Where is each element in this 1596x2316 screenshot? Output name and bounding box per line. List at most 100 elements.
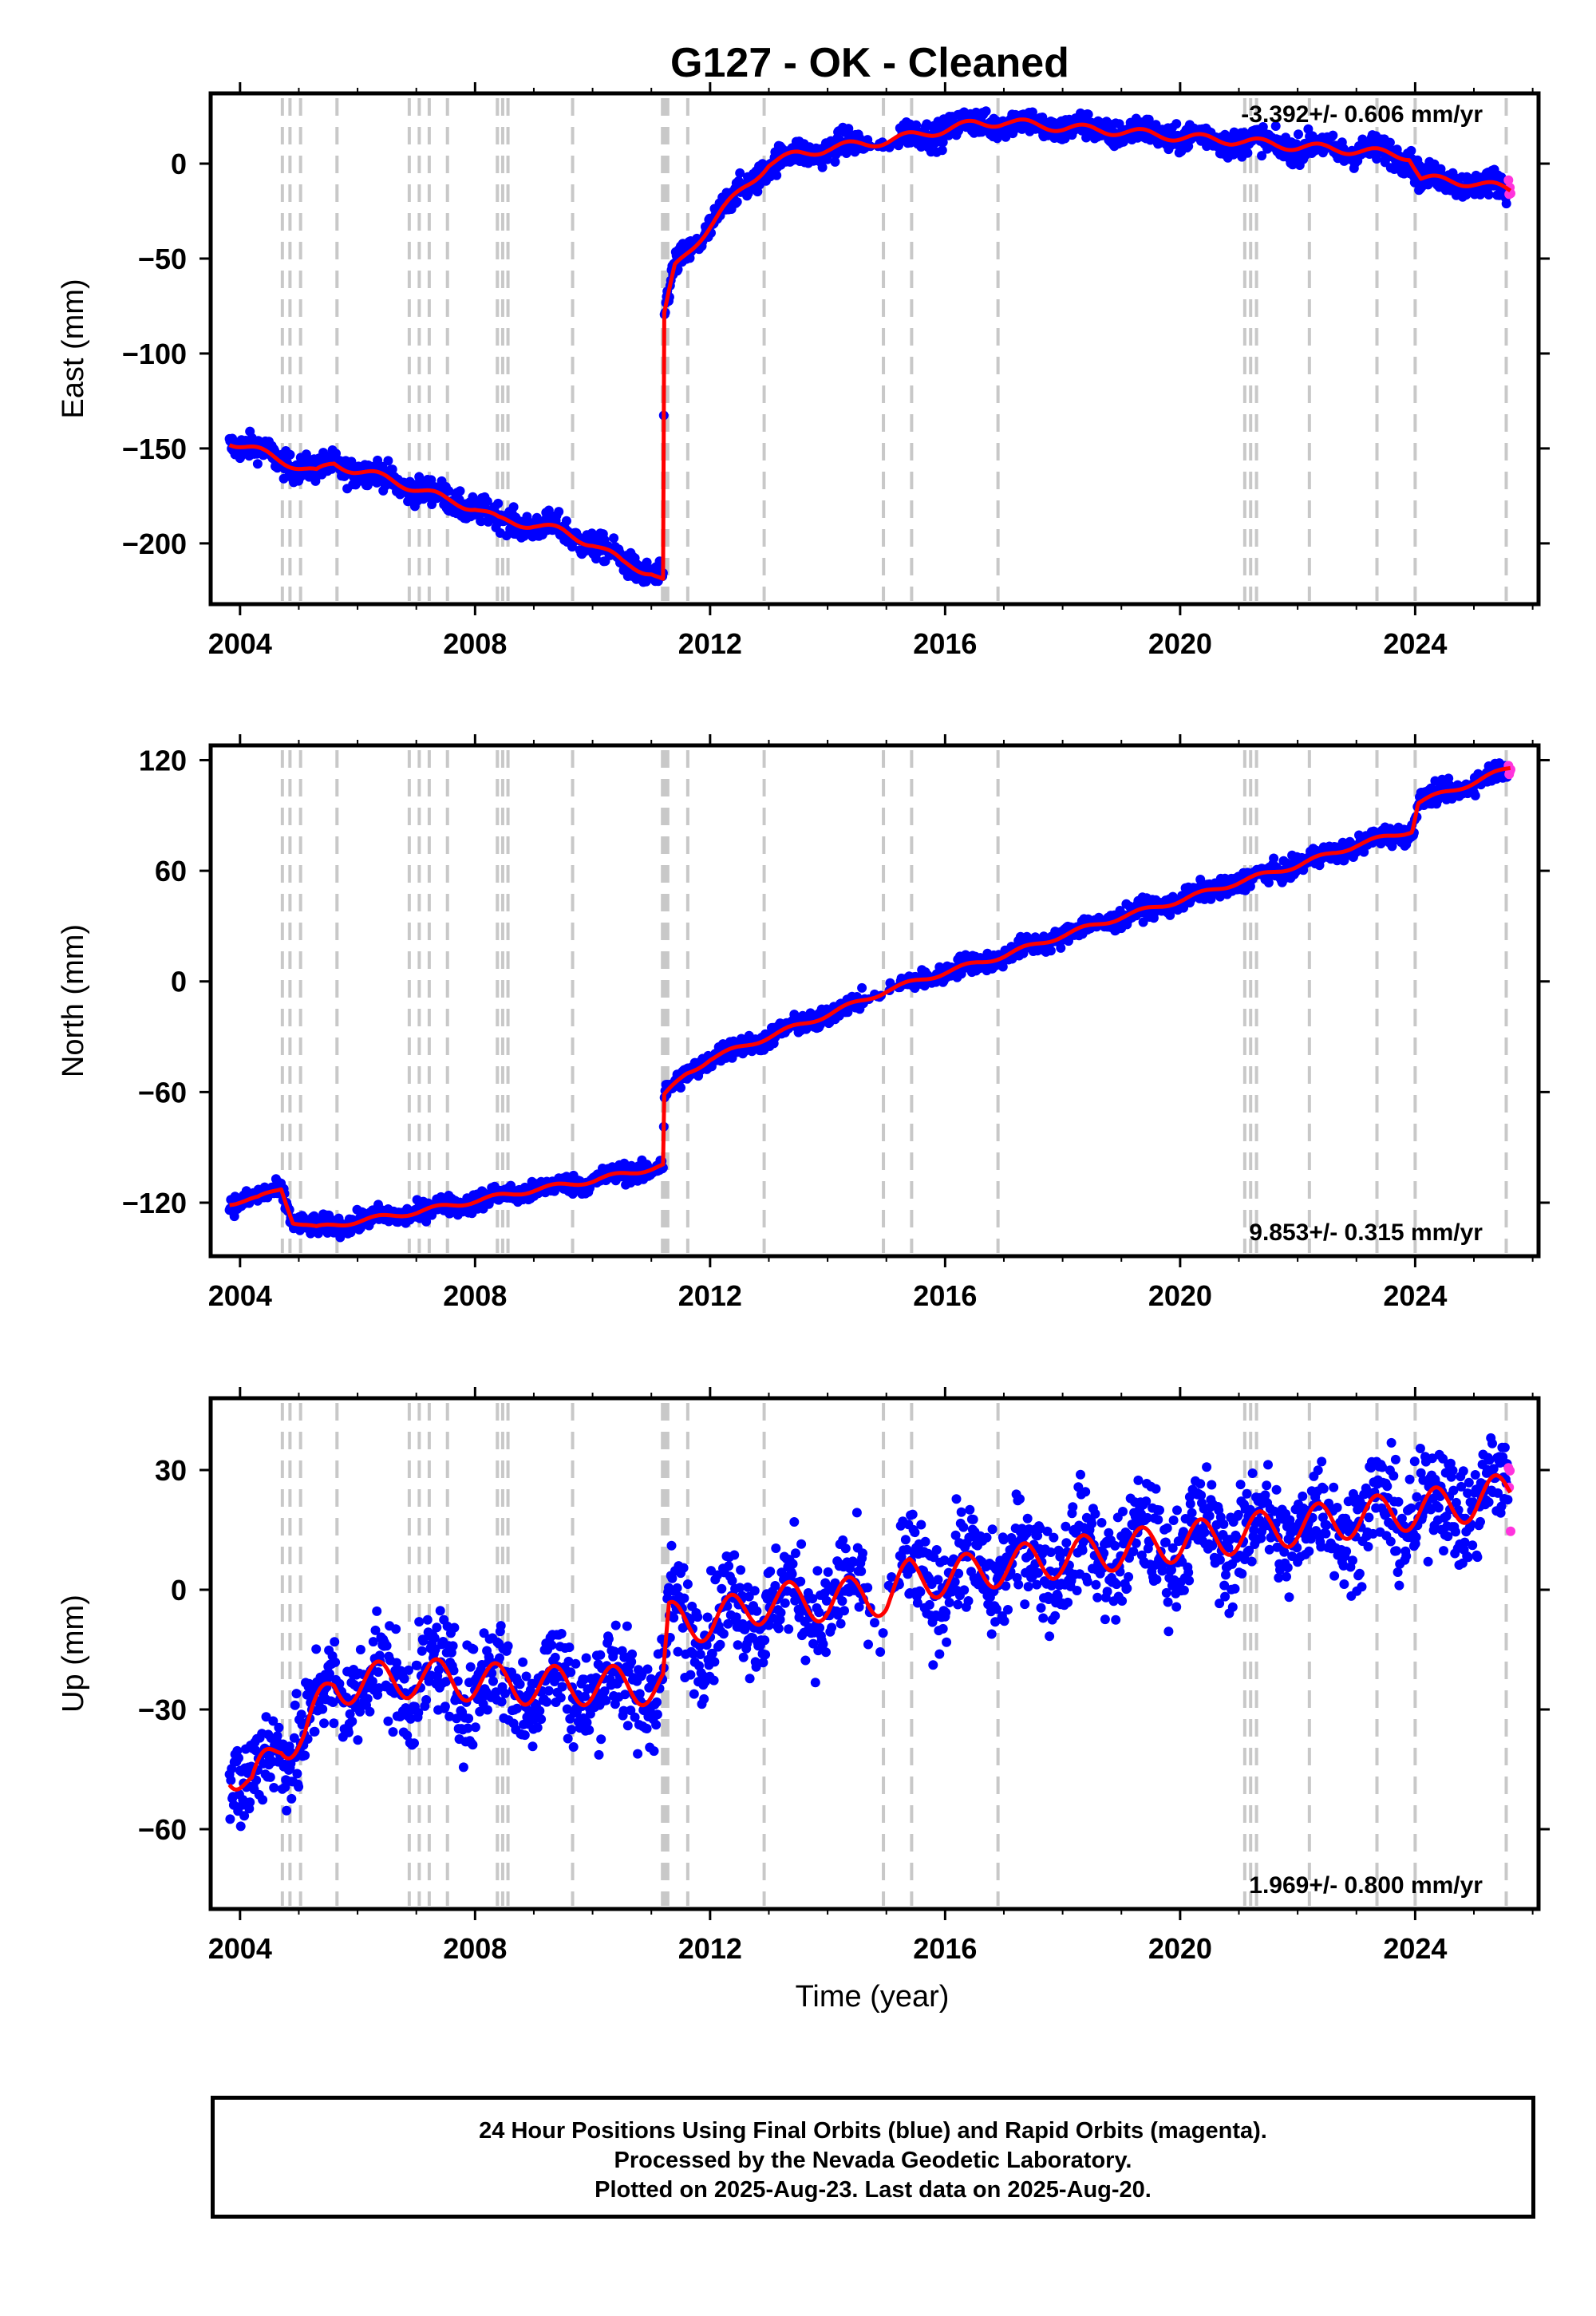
up-final-point [412,1660,422,1670]
up-final-point [773,1623,784,1634]
up-final-point [518,1657,528,1667]
up-final-point [496,1621,506,1631]
east-final-point [938,137,948,148]
up-final-point [1023,1582,1033,1592]
up-final-point [353,1735,363,1745]
up-final-point [300,1750,310,1761]
east-final-point [735,168,745,178]
up-final-point [465,1662,476,1672]
up-final-point [933,1575,943,1585]
up-final-point [355,1645,365,1654]
up-final-point [1003,1605,1013,1614]
up-final-point [765,1567,776,1576]
up-final-point [745,1674,755,1684]
up-final-point [760,1650,771,1660]
north-y-tick-label: 60 [155,855,187,887]
up-final-point [709,1657,720,1667]
east-final-point [346,456,357,467]
east-final-point [387,464,397,475]
up-final-point [838,1535,848,1545]
east-final-point [252,459,263,469]
up-final-point [938,1623,948,1634]
up-final-point [717,1583,727,1594]
up-final-point [682,1579,693,1589]
up-final-point [470,1722,480,1733]
east-final-point [383,456,393,466]
up-final-point [290,1700,300,1710]
up-final-point [729,1550,740,1560]
up-final-point [458,1762,468,1773]
east-final-point [482,496,492,507]
north-y-tick-label: 120 [139,744,187,777]
north-x-tick-label: 2008 [443,1279,507,1312]
north-x-tick-label: 2004 [208,1279,272,1312]
up-final-point [982,1532,992,1543]
up-final-point [959,1585,970,1595]
up-final-point [796,1539,807,1549]
up-final-point [724,1561,734,1571]
up-final-point [942,1637,952,1647]
east-final-point [476,516,486,527]
up-final-point [652,1697,662,1707]
up-final-point [318,1704,328,1714]
up-final-point [258,1795,268,1805]
up-final-point [827,1622,837,1633]
east-final-point [732,197,742,207]
up-final-point [642,1664,653,1674]
up-final-point [556,1629,567,1638]
east-x-tick-label: 2008 [443,627,507,660]
east-final-point [235,452,246,461]
east-final-point [1483,190,1494,200]
up-final-point [693,1612,703,1622]
up-final-point [633,1749,643,1759]
up-final-point [515,1679,525,1690]
up-final-point [1045,1631,1055,1642]
east-y-tick-label: −50 [138,243,187,275]
up-final-point [296,1709,306,1720]
up-final-point [679,1593,689,1603]
north-final-point [1269,853,1279,864]
up-final-point [310,1726,320,1737]
east-final-point [444,486,454,496]
east-final-point [609,533,619,543]
up-final-point [812,1566,823,1576]
up-final-point [571,1658,581,1669]
up-final-point [928,1660,938,1670]
up-final-point [329,1718,339,1729]
up-final-point [651,1720,662,1730]
up-final-point [532,1722,543,1733]
up-final-point [343,1727,354,1737]
east-final-point [822,154,832,164]
north-x-tick-label: 2016 [913,1279,977,1312]
up-final-point [900,1535,911,1545]
up-final-point [863,1583,873,1593]
up-final-point [468,1740,478,1750]
up-final-point [448,1641,458,1651]
up-final-point [999,1616,1009,1626]
east-x-tick-label: 2024 [1383,627,1447,660]
up-final-point [381,1641,392,1651]
north-y-tick-label: −60 [138,1076,187,1109]
east-x-tick-label: 2016 [913,627,977,660]
up-final-point [235,1821,246,1832]
east-final-point [1171,119,1182,129]
east-final-point [937,145,947,156]
up-final-point [568,1742,579,1752]
up-final-point [563,1733,573,1744]
east-y-tick-label: −200 [122,528,187,560]
east-x-tick-label: 2020 [1148,627,1212,660]
up-final-point [564,1642,575,1653]
up-final-point [823,1567,833,1577]
up-final-point [269,1783,279,1792]
up-final-point [699,1694,709,1704]
east-final-point [493,498,504,508]
up-final-point [319,1718,329,1729]
up-final-point [399,1674,409,1684]
north-x-tick-label: 2012 [678,1279,742,1312]
up-final-point [689,1689,699,1699]
figure-title: G127 - OK - Cleaned [670,40,1069,86]
up-final-point [362,1694,373,1704]
up-final-point [685,1670,696,1680]
north-final-point [857,982,867,993]
up-final-point [482,1705,492,1715]
